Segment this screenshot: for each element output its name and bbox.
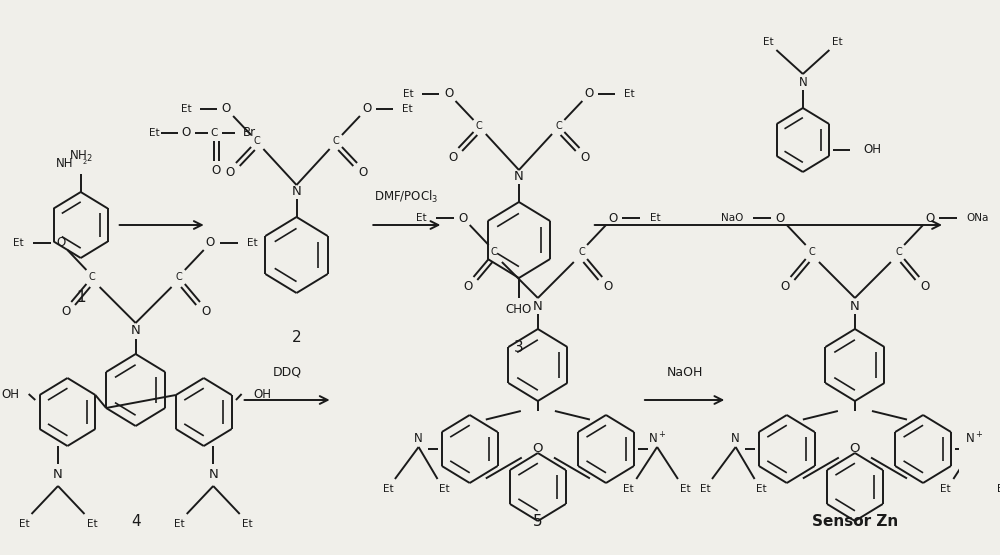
Text: C: C (578, 247, 585, 257)
Text: N: N (514, 170, 524, 184)
Text: 1: 1 (76, 290, 86, 305)
Text: N: N (850, 300, 860, 312)
Text: O: O (603, 280, 613, 294)
Text: C: C (895, 247, 902, 257)
Text: N$^+$: N$^+$ (965, 431, 983, 447)
Text: DDQ: DDQ (272, 366, 302, 379)
Text: O: O (925, 211, 934, 225)
Text: O: O (458, 211, 468, 225)
Text: C: C (555, 121, 562, 131)
Text: Et: Et (416, 213, 426, 223)
Text: 4: 4 (131, 514, 140, 529)
Text: 3: 3 (514, 341, 524, 356)
Text: O: O (463, 280, 472, 294)
Text: Br: Br (243, 127, 256, 139)
Text: NH$_2$: NH$_2$ (69, 149, 93, 164)
Text: O: O (56, 236, 65, 250)
Text: O: O (358, 166, 367, 179)
Text: O: O (850, 442, 860, 456)
Text: Et: Et (181, 104, 191, 114)
Text: Et: Et (623, 484, 634, 494)
Text: C: C (210, 128, 218, 138)
Text: Et: Et (756, 484, 767, 494)
Text: NH: NH (56, 158, 73, 170)
Text: O: O (581, 152, 590, 164)
Text: Et: Et (383, 484, 394, 494)
Text: C: C (89, 272, 95, 282)
Text: N: N (208, 467, 218, 481)
Text: O: O (362, 103, 371, 115)
Text: C: C (808, 247, 815, 257)
Text: Et: Et (624, 89, 635, 99)
Text: Et: Et (13, 238, 24, 248)
Text: C: C (333, 136, 340, 146)
Text: Et: Et (247, 238, 258, 248)
Text: Et: Et (402, 104, 412, 114)
Text: O: O (608, 211, 617, 225)
Text: Et: Et (174, 519, 184, 529)
Text: O: O (920, 280, 930, 294)
Text: C: C (176, 272, 183, 282)
Text: Et: Et (763, 37, 774, 47)
Text: Et: Et (650, 213, 660, 223)
Text: CHO: CHO (506, 304, 532, 316)
Text: O: O (444, 88, 454, 100)
Text: Et: Et (439, 484, 449, 494)
Text: Et: Et (403, 89, 414, 99)
Text: O: O (776, 211, 785, 225)
Text: Et: Et (19, 519, 29, 529)
Text: O: O (533, 442, 543, 456)
Text: O: O (584, 88, 594, 100)
Text: Et: Et (87, 519, 97, 529)
Text: O: O (61, 305, 70, 319)
Text: Et: Et (680, 484, 691, 494)
Text: O: O (201, 305, 210, 319)
Text: N: N (131, 325, 140, 337)
Text: ONa: ONa (967, 213, 989, 223)
Text: Et: Et (149, 128, 159, 138)
Text: N$^+$: N$^+$ (648, 431, 666, 447)
Text: DMF/POCl$_3$: DMF/POCl$_3$ (374, 189, 438, 205)
Text: Et: Et (700, 484, 711, 494)
Text: N: N (414, 432, 423, 446)
Text: Et: Et (832, 37, 842, 47)
Text: Sensor Zn: Sensor Zn (812, 514, 898, 529)
Text: O: O (222, 103, 231, 115)
Text: N: N (731, 432, 740, 446)
Text: O: O (206, 236, 215, 250)
Text: C: C (253, 136, 260, 146)
Text: O: O (181, 127, 190, 139)
Text: N: N (53, 467, 63, 481)
Text: O: O (448, 152, 457, 164)
Text: O: O (211, 164, 221, 178)
Text: Et: Et (242, 519, 253, 529)
Text: Et: Et (940, 484, 951, 494)
Text: C: C (491, 247, 498, 257)
Text: O: O (226, 166, 235, 179)
Text: NaO: NaO (721, 213, 743, 223)
Text: OH: OH (863, 144, 881, 157)
Text: OH: OH (253, 387, 271, 401)
Text: O: O (780, 280, 790, 294)
Text: N: N (798, 75, 807, 88)
Text: NaOH: NaOH (666, 366, 703, 379)
Text: $_2$: $_2$ (82, 157, 87, 167)
Text: N: N (533, 300, 543, 312)
Text: Et: Et (997, 484, 1000, 494)
Text: 2: 2 (292, 330, 301, 346)
Text: OH: OH (1, 387, 19, 401)
Text: N: N (292, 185, 301, 199)
Text: C: C (476, 121, 483, 131)
Text: 5: 5 (533, 514, 543, 529)
